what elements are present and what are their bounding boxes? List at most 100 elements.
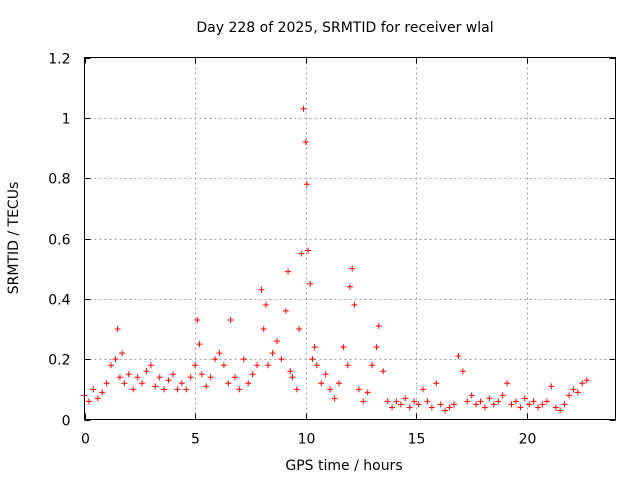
data-point [468, 392, 475, 399]
x-tick-label: 10 [298, 432, 316, 448]
x-tick-label: 0 [81, 432, 90, 448]
data-point [227, 316, 234, 323]
data-point [393, 398, 400, 405]
data-point [174, 386, 181, 393]
data-point [335, 380, 342, 387]
data-point [161, 386, 168, 393]
y-tick-label: 0.4 [48, 293, 70, 309]
data-point [296, 326, 303, 332]
data-point [254, 362, 261, 369]
data-point [183, 386, 190, 393]
data-point [304, 247, 311, 254]
data-point [307, 280, 314, 287]
data-point [165, 377, 172, 384]
data-point [231, 374, 238, 381]
data-point [373, 344, 380, 351]
data-point [411, 398, 418, 405]
data-point [187, 374, 194, 381]
data-point [446, 404, 453, 411]
x-tick-label: 20 [519, 432, 537, 448]
data-point [369, 362, 376, 369]
data-point [265, 362, 272, 369]
data-point [207, 374, 214, 381]
gridlines [84, 57, 616, 420]
y-tick-label: 0.8 [48, 172, 70, 188]
data-point [552, 404, 559, 411]
data-point [156, 374, 163, 381]
data-point [420, 386, 427, 393]
data-point [557, 407, 564, 414]
data-point [300, 105, 307, 112]
data-point [340, 344, 347, 351]
data-point [114, 326, 121, 332]
data-point [402, 395, 409, 402]
data-point [309, 356, 316, 363]
data-point [490, 401, 497, 408]
data-point [535, 404, 542, 411]
data-point [433, 380, 440, 387]
data-point [437, 401, 444, 408]
data-point [196, 341, 203, 348]
data-point [397, 401, 404, 408]
data-point [282, 307, 289, 314]
data-point [143, 368, 150, 375]
data-point [473, 401, 480, 408]
plot-frame [84, 57, 616, 420]
data-point [313, 362, 320, 369]
y-axis: 0 0.2 0.4 0.6 0.8 1 1.2 [48, 52, 616, 430]
x-tick-label: 5 [191, 432, 200, 448]
data-point [351, 301, 358, 308]
data-point [548, 383, 555, 390]
data-point [287, 368, 294, 375]
y-tick-label: 0.2 [48, 353, 70, 369]
data-point [495, 398, 502, 405]
data-point [258, 286, 265, 293]
chart-title: Day 228 of 2025, SRMTID for receiver wla… [196, 20, 493, 36]
data-point [245, 380, 252, 387]
data-point [103, 380, 110, 387]
data-point [486, 395, 493, 402]
data-point [170, 371, 176, 378]
data-point [203, 383, 210, 390]
data-point [225, 380, 232, 387]
data-point [194, 316, 201, 323]
data-point [318, 380, 325, 387]
data-point [360, 398, 367, 405]
y-tick-label: 1 [62, 112, 71, 128]
data-point [178, 380, 185, 387]
data-point [539, 401, 546, 408]
data-point [278, 356, 285, 363]
data-point [249, 371, 256, 378]
data-point [512, 398, 519, 405]
data-point [216, 350, 223, 357]
data-point [566, 392, 573, 399]
data-point [121, 380, 128, 387]
data-point [108, 362, 115, 369]
data-point [85, 398, 92, 405]
data-point [99, 389, 106, 396]
data-point [303, 181, 310, 188]
data-point [574, 389, 581, 396]
data-point [543, 398, 550, 405]
data-point [152, 383, 159, 390]
data-point [125, 371, 132, 378]
data-point [293, 386, 300, 393]
data-point [116, 374, 123, 381]
data-point [499, 392, 506, 399]
data-point [583, 377, 590, 384]
data-point [285, 268, 292, 275]
data-point [406, 404, 413, 411]
data-point [212, 356, 219, 363]
data-point [384, 398, 391, 405]
data-point [220, 362, 227, 369]
data-point [530, 398, 537, 405]
data-point [442, 407, 449, 414]
data-point [322, 371, 329, 378]
data-point [273, 338, 280, 345]
y-tick-label: 0.6 [48, 233, 70, 249]
data-point [119, 350, 126, 357]
data-point [349, 265, 356, 272]
data-point [455, 353, 462, 360]
data-point [380, 368, 387, 375]
